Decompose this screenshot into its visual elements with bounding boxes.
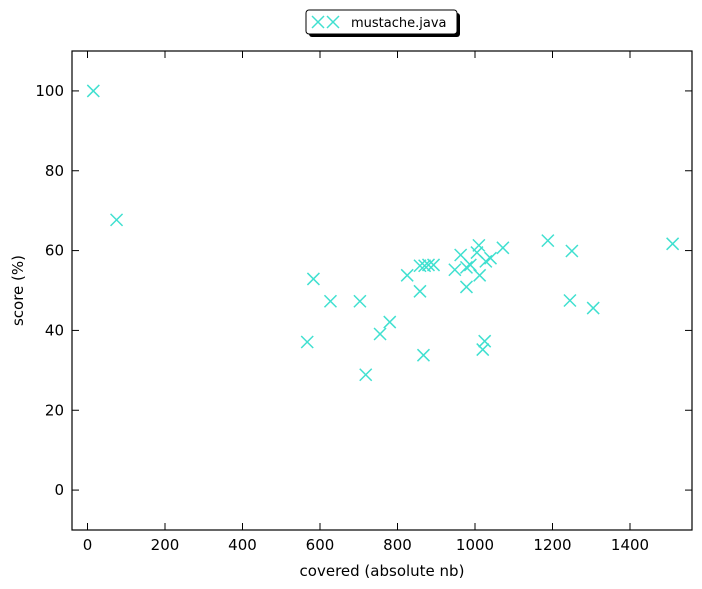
data-point-marker — [459, 260, 474, 274]
data-point-marker — [353, 294, 367, 308]
y-tick-label: 100 — [35, 82, 64, 100]
x-tick-label: 400 — [228, 536, 257, 554]
data-point-marker — [323, 294, 337, 308]
x-axis-ticks: 0 200 400 600 800 1000 1200 1400 — [83, 51, 649, 554]
x-axis-label: covered (absolute nb) — [300, 562, 465, 580]
data-point-marker — [483, 251, 498, 265]
plot-frame — [71, 50, 693, 531]
x-tick-label: 0 — [83, 536, 93, 554]
y-tick-label: 40 — [45, 321, 64, 339]
data-point-marker — [541, 234, 555, 248]
data-point-marker — [416, 348, 430, 362]
data-point-marker — [359, 368, 373, 382]
data-point-marker — [459, 280, 474, 294]
legend: mustache.java — [305, 9, 460, 37]
data-point-marker — [478, 334, 492, 348]
y-tick-label: 80 — [45, 162, 64, 180]
data-point-marker — [400, 268, 414, 282]
y-tick-label: 0 — [54, 481, 64, 499]
data-point-marker — [586, 301, 600, 315]
data-point-marker — [421, 258, 436, 272]
x-tick-label: 200 — [151, 536, 180, 554]
legend-box — [305, 9, 458, 35]
data-point-marker — [476, 343, 490, 357]
x-tick-label: 1400 — [611, 536, 649, 554]
y-axis-label: score (%) — [9, 255, 27, 326]
plot-area — [71, 50, 693, 531]
y-axis-ticks: 0 20 40 60 80 100 — [35, 82, 692, 499]
data-markers — [86, 84, 680, 382]
y-tick-label: 60 — [45, 242, 64, 260]
data-point-marker — [448, 263, 462, 277]
x-tick-label: 800 — [383, 536, 412, 554]
data-point-marker — [427, 258, 441, 272]
data-point-marker — [496, 241, 510, 255]
legend-marker — [311, 15, 340, 29]
data-point-marker — [565, 244, 579, 258]
data-point-marker — [666, 237, 680, 251]
data-point-marker — [563, 293, 577, 308]
data-point-marker — [300, 335, 314, 349]
x-tick-label: 1200 — [533, 536, 571, 554]
data-point-marker — [413, 284, 427, 298]
data-point-marker — [110, 213, 124, 227]
data-point-marker — [463, 258, 477, 272]
data-point-marker — [306, 272, 320, 286]
y-tick-label: 20 — [45, 401, 64, 419]
data-point-marker — [472, 238, 486, 252]
x-tick-label: 600 — [306, 536, 335, 554]
data-point-marker — [473, 268, 487, 282]
legend-label: mustache.java — [351, 16, 447, 31]
data-point-marker — [86, 84, 100, 98]
x-tick-label: 1000 — [456, 536, 494, 554]
data-point-marker — [383, 315, 397, 329]
data-point-marker — [373, 327, 387, 341]
